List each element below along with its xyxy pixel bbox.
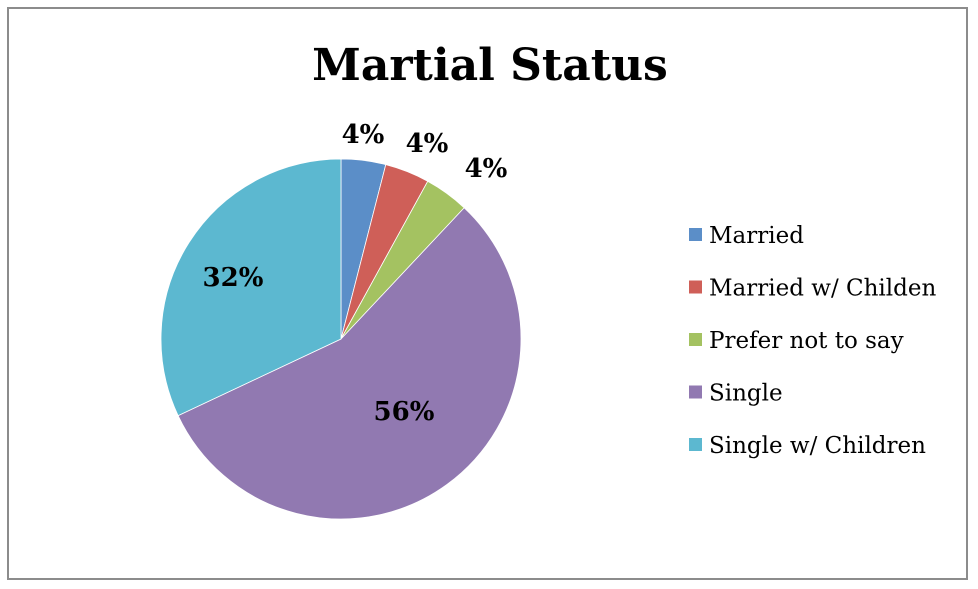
- legend-swatch: [689, 438, 702, 451]
- data-label: 4%: [406, 129, 449, 159]
- legend-label: Married: [709, 223, 804, 249]
- data-label: 56%: [374, 397, 435, 427]
- legend-swatch: [689, 280, 702, 294]
- legend-swatch: [689, 228, 702, 241]
- legend-label: Married w/ Childen: [709, 276, 936, 302]
- legend-label: Single w/ Children: [709, 433, 926, 459]
- legend-swatch: [689, 385, 702, 399]
- legend-label: Prefer not to say: [709, 328, 904, 354]
- legend: Married Married w/ Childen Prefer not to s…: [689, 223, 936, 459]
- data-labels: 4% 4% 4% 56% 32%: [203, 120, 508, 427]
- pie-slices: [160, 158, 522, 520]
- data-label: 32%: [203, 263, 264, 293]
- pie-slice-single-w-children: [160, 158, 342, 417]
- legend-label: Single: [709, 381, 783, 407]
- data-label: 4%: [465, 154, 508, 184]
- pie-slice-single: [177, 207, 522, 520]
- chart-title: Martial Status: [312, 40, 668, 91]
- legend-swatch: [689, 333, 702, 346]
- data-label: 4%: [342, 120, 385, 150]
